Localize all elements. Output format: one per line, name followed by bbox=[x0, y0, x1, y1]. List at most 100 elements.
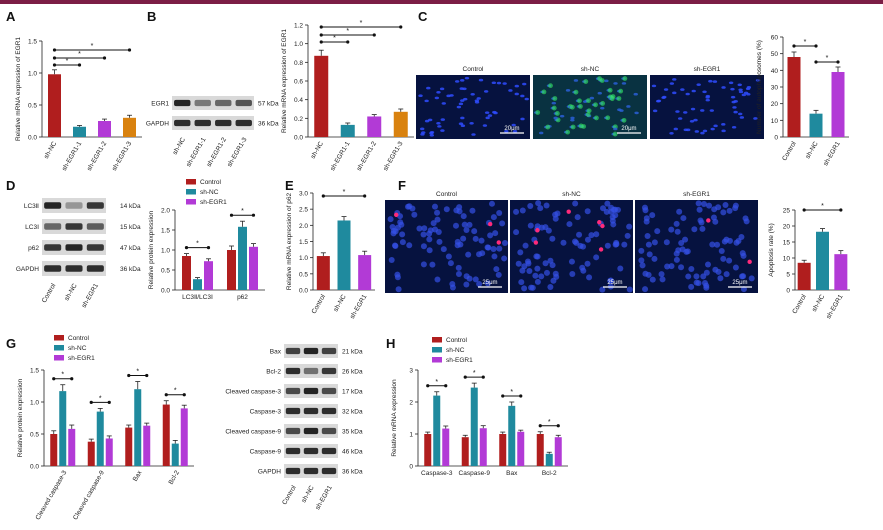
nucleus bbox=[619, 109, 624, 112]
gfp-puncta bbox=[586, 98, 591, 104]
nucleus bbox=[484, 280, 491, 287]
nucleus bbox=[621, 241, 628, 248]
nucleus bbox=[663, 239, 670, 246]
nucleus bbox=[721, 123, 726, 126]
significance-dot bbox=[182, 393, 186, 397]
image-label: sh-NC bbox=[581, 66, 600, 73]
blot-band bbox=[321, 407, 337, 415]
nucleus bbox=[696, 83, 701, 86]
tunel-positive-cell bbox=[747, 259, 752, 265]
nucleus bbox=[552, 215, 559, 222]
nucleus bbox=[440, 129, 445, 132]
nucleus bbox=[709, 241, 716, 248]
significance-dot bbox=[814, 60, 818, 64]
nucleus bbox=[704, 261, 711, 268]
nucleus bbox=[532, 272, 539, 279]
significance-dot bbox=[229, 213, 234, 217]
nucleus bbox=[566, 221, 573, 228]
x-tick-label: sh-NC bbox=[804, 140, 819, 160]
nucleus bbox=[463, 281, 470, 288]
y-tick-label: 20 bbox=[771, 101, 779, 108]
nucleus bbox=[490, 245, 497, 252]
bar bbox=[105, 438, 113, 466]
nucleus bbox=[504, 129, 509, 133]
gfp-puncta bbox=[621, 117, 627, 123]
image-label: sh-NC bbox=[562, 191, 581, 198]
nucleus bbox=[634, 111, 639, 115]
y-tick-label: 3 bbox=[409, 368, 413, 375]
y-tick-label: 30 bbox=[771, 85, 779, 92]
nucleus bbox=[440, 246, 447, 253]
bar bbox=[831, 72, 845, 137]
significance-star: * bbox=[548, 419, 551, 426]
significance-dot bbox=[792, 44, 796, 48]
blot-band bbox=[321, 427, 337, 435]
nucleus bbox=[457, 241, 464, 248]
significance-dot bbox=[802, 208, 806, 212]
scale-bar-label: 20μm bbox=[621, 126, 636, 132]
nucleus bbox=[697, 217, 704, 224]
nucleus bbox=[748, 275, 755, 282]
nucleus bbox=[565, 89, 571, 92]
tunel-positive-cell bbox=[533, 240, 539, 245]
y-tick-label: 2.0 bbox=[299, 223, 308, 230]
bar bbox=[340, 124, 355, 137]
nucleus bbox=[720, 255, 727, 262]
significance-dot bbox=[145, 373, 149, 378]
nucleus bbox=[738, 112, 743, 116]
nucleus bbox=[538, 273, 545, 280]
nucleus bbox=[529, 284, 536, 291]
significance-star: * bbox=[333, 35, 336, 42]
nucleus bbox=[651, 239, 658, 246]
nucleus bbox=[440, 118, 445, 121]
nucleus bbox=[524, 258, 531, 265]
blot-band bbox=[321, 387, 337, 395]
nucleus bbox=[705, 94, 711, 98]
nucleus bbox=[485, 116, 490, 120]
legend-swatch bbox=[186, 189, 196, 195]
nucleus bbox=[738, 90, 744, 94]
nucleus bbox=[626, 223, 633, 230]
significance-star: * bbox=[510, 389, 513, 396]
bar bbox=[87, 441, 95, 466]
panel-letter: F bbox=[398, 178, 406, 193]
bar bbox=[125, 427, 133, 466]
nucleus bbox=[626, 105, 631, 108]
x-tick-label: Caspase-9 bbox=[459, 470, 491, 477]
y-tick-label: 0.0 bbox=[28, 135, 37, 142]
y-axis-label: Apoptosis rate (%) bbox=[768, 223, 775, 276]
bar bbox=[193, 279, 202, 290]
nucleus bbox=[680, 215, 687, 222]
nucleus bbox=[737, 83, 742, 87]
nucleus bbox=[600, 106, 605, 110]
significance-dot bbox=[89, 400, 93, 404]
blot-lane-label: Control bbox=[41, 282, 58, 304]
gfp-puncta bbox=[607, 87, 613, 93]
blot-kda-label: 15 kDa bbox=[120, 224, 141, 231]
blot-band bbox=[65, 244, 83, 251]
nucleus bbox=[436, 90, 441, 94]
bar bbox=[134, 389, 142, 466]
blot-band bbox=[303, 427, 319, 435]
y-tick-label: 0.5 bbox=[30, 432, 39, 439]
nucleus bbox=[669, 82, 675, 85]
blot-band bbox=[303, 367, 319, 375]
y-tick-label: 0 bbox=[774, 135, 778, 142]
nucleus bbox=[430, 220, 437, 227]
scale-bar-label: 25μm bbox=[732, 280, 747, 286]
bar bbox=[461, 437, 469, 466]
y-tick-label: 0.4 bbox=[294, 97, 303, 104]
image-label: sh-EGR1 bbox=[694, 66, 721, 73]
blot-band bbox=[285, 467, 301, 475]
y-tick-label: 20 bbox=[783, 224, 791, 231]
blot-band bbox=[44, 223, 62, 230]
y-axis-label: Relative mRNA expression bbox=[391, 379, 398, 457]
bar bbox=[227, 250, 236, 290]
blot-band bbox=[303, 467, 319, 475]
nucleus bbox=[572, 200, 579, 207]
panel-d: D LC3Ⅱ 14 kDa LC3Ⅰ 15 kDa p62 47 kDa GAPDH 36 kD… bbox=[6, 178, 265, 309]
gfp-puncta bbox=[552, 96, 558, 101]
nucleus bbox=[466, 275, 473, 282]
legend-label: sh-EGR1 bbox=[200, 199, 227, 206]
y-tick-label: 0.8 bbox=[294, 60, 303, 67]
